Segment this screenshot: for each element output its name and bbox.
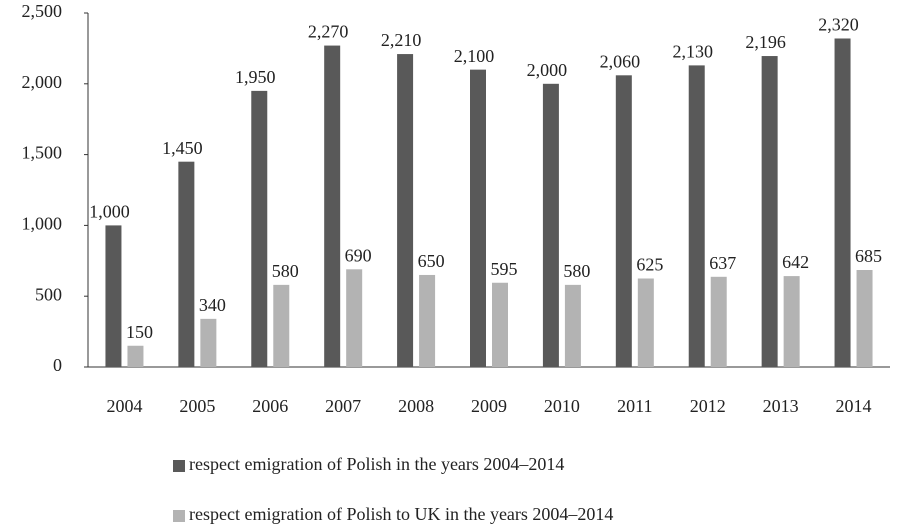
bar (346, 269, 363, 367)
x-tick-label: 2005 (179, 396, 215, 416)
value-label: 2,060 (600, 51, 641, 71)
y-tick-label: 1,500 (22, 143, 63, 163)
bar (615, 75, 632, 367)
legend-swatch (173, 460, 185, 472)
bar (564, 284, 581, 367)
value-label: 2,196 (745, 32, 786, 52)
y-tick-label: 0 (53, 355, 62, 375)
bar (178, 161, 195, 367)
bar (542, 83, 559, 368)
value-label: 580 (563, 261, 590, 281)
value-label: 685 (855, 246, 882, 266)
value-label: 2,210 (381, 30, 422, 50)
x-tick-label: 2014 (836, 396, 872, 416)
bar (637, 278, 654, 367)
x-tick-label: 2009 (471, 396, 507, 416)
bar (856, 270, 873, 367)
x-tick-label: 2006 (252, 396, 288, 416)
bar (419, 274, 436, 367)
value-label: 2,320 (818, 15, 859, 35)
value-label: 1,950 (235, 67, 276, 87)
value-label: 650 (418, 251, 445, 271)
legend-label: respect emigration of Polish in the year… (189, 454, 564, 474)
value-label: 642 (782, 252, 809, 272)
value-label: 625 (636, 255, 663, 275)
x-tick-label: 2004 (106, 396, 142, 416)
value-label: 150 (126, 322, 153, 342)
value-label: 1,000 (89, 202, 130, 222)
legend-swatch (173, 510, 185, 522)
value-label: 1,450 (162, 138, 203, 158)
bar (834, 38, 851, 367)
y-tick-label: 500 (35, 284, 62, 304)
value-label: 580 (272, 261, 299, 281)
x-tick-label: 2012 (690, 396, 726, 416)
value-label: 340 (199, 295, 226, 315)
bar (127, 345, 144, 367)
y-tick-label: 2,500 (22, 1, 63, 21)
y-tick-label: 2,000 (22, 72, 63, 92)
x-tick-label: 2011 (617, 396, 652, 416)
bar (105, 225, 122, 367)
x-tick-label: 2007 (325, 396, 361, 416)
value-label: 637 (709, 253, 736, 273)
bar (273, 284, 290, 367)
value-label: 2,130 (672, 42, 713, 62)
bar (251, 90, 268, 367)
bar (783, 276, 800, 367)
bar (688, 65, 705, 367)
bar (324, 45, 341, 368)
bar (200, 318, 217, 367)
value-label: 2,270 (308, 22, 349, 42)
value-label: 690 (345, 245, 372, 265)
bar (492, 282, 508, 367)
value-label: 595 (491, 259, 518, 279)
bar (397, 54, 414, 368)
x-tick-label: 2010 (544, 396, 580, 416)
bar (470, 69, 486, 367)
y-tick-label: 1,000 (22, 214, 63, 234)
x-tick-label: 2008 (398, 396, 434, 416)
bar (761, 56, 778, 368)
x-tick-label: 2013 (763, 396, 799, 416)
value-label: 2,100 (454, 46, 495, 66)
legend-label: respect emigration of Polish to UK in th… (189, 504, 613, 524)
bar (710, 276, 727, 367)
value-label: 2,000 (527, 60, 568, 80)
